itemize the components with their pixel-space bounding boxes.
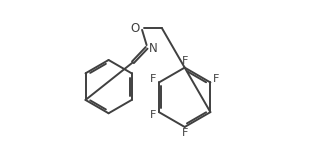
Text: F: F xyxy=(150,74,157,84)
Text: N: N xyxy=(149,42,158,55)
Text: F: F xyxy=(181,56,188,66)
Text: O: O xyxy=(130,22,139,35)
Text: F: F xyxy=(150,110,157,120)
Text: F: F xyxy=(213,74,219,84)
Text: F: F xyxy=(181,128,188,138)
